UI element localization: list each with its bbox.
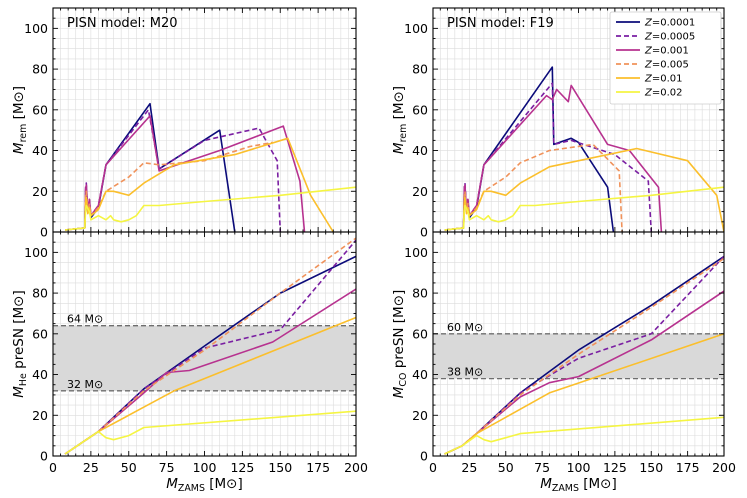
x-tick-label: 0 xyxy=(49,460,57,475)
ticks xyxy=(52,7,357,233)
y-axis-label: Mrem [M⊙] xyxy=(11,86,29,154)
x-tick-label: 200 xyxy=(344,460,368,475)
series-line xyxy=(65,137,334,232)
band-upper-label: 64 M⊙ xyxy=(67,313,103,326)
series-line xyxy=(65,115,306,232)
ticks xyxy=(432,231,725,457)
series-group xyxy=(65,102,356,232)
y-axis-label: MHe preSN [M⊙] xyxy=(11,290,29,397)
legend-box xyxy=(609,11,722,105)
mass-gap-band xyxy=(53,325,356,391)
y-tick-label: 60 xyxy=(412,326,428,341)
y-tick-label: 0 xyxy=(420,225,428,240)
series-line xyxy=(444,66,615,232)
band-lower-label: 38 M⊙ xyxy=(447,366,483,379)
legend-entry: Z=0.005 xyxy=(644,60,689,71)
x-tick-label: 200 xyxy=(712,460,736,475)
x-tick-label: 125 xyxy=(230,460,254,475)
y-tick-label: 80 xyxy=(32,62,48,77)
panel-1: 0 20 40 60 80 100 Mrem [M⊙] PISN model: M20 xyxy=(11,7,357,240)
y-tick-label: 40 xyxy=(412,143,428,158)
series-line xyxy=(65,186,356,231)
y-tick-label: 80 xyxy=(412,286,428,301)
series-line xyxy=(444,416,724,455)
panel-3: 64 M⊙ 32 M⊙ 0 20 40 60 80 100 0 25 50 75 100 125 150 17… xyxy=(11,231,368,494)
y-tick-label: 100 xyxy=(24,245,48,260)
y-axis-label: MCO preSN [M⊙] xyxy=(391,290,409,399)
band-lower-label: 32 M⊙ xyxy=(67,378,103,391)
series-line xyxy=(444,186,724,231)
mass-gap-band xyxy=(433,333,724,379)
x-tick-label: 50 xyxy=(498,460,514,475)
x-axis-label: MZAMS [M⊙] xyxy=(166,476,243,494)
x-axis-label: MZAMS [M⊙] xyxy=(540,476,617,494)
y-tick-label: 0 xyxy=(420,449,428,464)
y-tick-label: 60 xyxy=(412,102,428,117)
y-tick-label: 100 xyxy=(404,245,428,260)
y-axis-label: Mrem [M⊙] xyxy=(391,86,409,154)
x-tick-label: 125 xyxy=(603,460,627,475)
legend-entry: Z=0.0001 xyxy=(644,18,695,29)
x-tick-label: 0 xyxy=(429,460,437,475)
legend-entry: Z=0.0005 xyxy=(644,32,695,43)
legend: Z=0.0001 Z=0.0005 Z=0.001 Z=0.005 Z=0.01 Z=0.… xyxy=(609,11,722,105)
y-tick-label: 80 xyxy=(32,286,48,301)
x-tick-label: 25 xyxy=(461,460,477,475)
x-tick-label: 150 xyxy=(268,460,292,475)
y-tick-label: 0 xyxy=(40,225,48,240)
y-tick-label: 20 xyxy=(32,184,48,199)
x-tick-label: 175 xyxy=(676,460,700,475)
y-tick-label: 40 xyxy=(32,143,48,158)
y-tick-label: 60 xyxy=(32,102,48,117)
y-tick-label: 40 xyxy=(412,367,428,382)
y-tick-label: 100 xyxy=(24,21,48,36)
panel-title: PISN model: F19 xyxy=(447,16,554,31)
panel-4: 60 M⊙ 38 M⊙ 0 20 40 60 80 100 0 25 50 75 100 125 150 17… xyxy=(391,231,736,494)
series-group xyxy=(64,237,356,455)
band-upper-label: 60 M⊙ xyxy=(447,321,483,334)
y-tick-label: 100 xyxy=(404,21,428,36)
y-tick-label: 0 xyxy=(40,449,48,464)
ticks xyxy=(52,231,357,457)
series-group xyxy=(444,255,724,455)
legend-entry: Z=0.001 xyxy=(644,46,689,57)
y-tick-label: 20 xyxy=(32,408,48,423)
x-tick-label: 75 xyxy=(534,460,550,475)
series-line xyxy=(64,410,356,455)
x-tick-label: 75 xyxy=(159,460,175,475)
x-tick-label: 50 xyxy=(121,460,137,475)
y-tick-label: 20 xyxy=(412,184,428,199)
x-tick-label: 100 xyxy=(567,460,591,475)
y-tick-label: 40 xyxy=(32,367,48,382)
series-group xyxy=(444,66,724,232)
y-tick-label: 80 xyxy=(412,62,428,77)
legend-entry: Z=0.01 xyxy=(644,74,683,85)
grid xyxy=(52,7,357,233)
x-tick-label: 100 xyxy=(193,460,217,475)
grid xyxy=(432,7,725,233)
x-tick-label: 150 xyxy=(639,460,663,475)
y-tick-label: 20 xyxy=(412,408,428,423)
y-tick-label: 60 xyxy=(32,326,48,341)
x-tick-label: 175 xyxy=(306,460,330,475)
legend-entry: Z=0.02 xyxy=(644,88,683,99)
panel-title: PISN model: M20 xyxy=(67,16,178,31)
series-line xyxy=(444,84,663,232)
series-line xyxy=(444,147,724,232)
x-tick-label: 25 xyxy=(83,460,99,475)
panel-2: 0 20 40 60 80 100 Mrem [M⊙] PISN model: F19 Z=0.… xyxy=(391,7,725,240)
